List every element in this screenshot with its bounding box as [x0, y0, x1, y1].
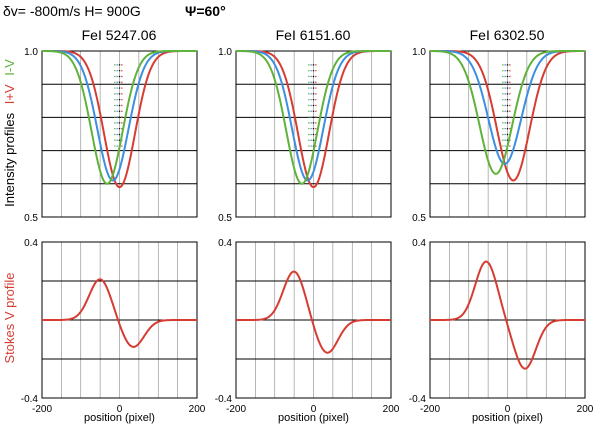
series-line-iminusv [42, 50, 197, 185]
stokes-ylabel: Stokes V profile [2, 272, 17, 363]
y-tick-label: -0.4 [21, 394, 39, 405]
y-tick-label: 0.4 [24, 238, 38, 249]
x-axis-label: position (pixel) [84, 412, 155, 424]
intensity-ylabel: Intensity profiles I+V I-V [2, 59, 17, 207]
stokes-panel-2: 0.4 -0.4-200 0 200 position (pixel) [215, 238, 400, 424]
x-tick-label: 200 [189, 404, 206, 415]
series-line-iminusv [429, 50, 585, 175]
intensity-ylabel-iplusv: I+V [2, 84, 17, 104]
y-tick-label: -0.4 [215, 394, 233, 405]
x-tick-label: 200 [383, 404, 400, 415]
stokes-panel-3: 0.4 -0.4-200 0 200 position (pixel) [409, 238, 594, 424]
intensity-panel-2: 1.0 0.5 [218, 47, 392, 224]
series-line-iminusv [236, 50, 391, 185]
header-params: δv= -800m/s H= 900G [3, 3, 141, 19]
x-tick-label: 0 [311, 404, 317, 415]
intensity-ylabel-main: Intensity profiles [2, 112, 17, 206]
y-tick-label: 0.4 [218, 238, 232, 249]
series-line-stokes-v [236, 270, 391, 354]
x-tick-label: -200 [226, 404, 246, 415]
y-tick-label: 1.0 [412, 47, 426, 58]
x-axis-label: position (pixel) [472, 412, 543, 424]
x-tick-label: 200 [577, 404, 594, 415]
intensity-3-frame [429, 50, 586, 218]
x-tick-label: 0 [117, 404, 123, 415]
intensity-panel-3: 1.0 0.5 [412, 47, 586, 224]
header-psi: Ψ=60° [185, 3, 226, 19]
series-line-stokes-v [430, 260, 585, 370]
y-tick-label: 1.0 [218, 47, 232, 58]
x-tick-label: -200 [32, 404, 52, 415]
y-tick-label: 1.0 [24, 47, 38, 58]
panel-title-2: FeI 6151.60 [276, 27, 351, 43]
y-tick-label: 0.5 [218, 213, 232, 224]
y-tick-label: 0.4 [412, 238, 426, 249]
stokes-panel-1: 0.4 -0.4-200 0 200 position (pixel) [21, 238, 206, 424]
y-tick-label: 0.5 [412, 213, 426, 224]
x-tick-label: 0 [505, 404, 511, 415]
y-tick-label: -0.4 [409, 394, 427, 405]
intensity-panel-1: 1.0 0.5 [24, 47, 198, 224]
x-axis-label: position (pixel) [278, 412, 349, 424]
series-line-stokes-v [42, 278, 197, 348]
intensity-1-frame [41, 50, 198, 218]
panel-title-1: FeI 5247.06 [82, 27, 157, 43]
x-tick-label: -200 [420, 404, 440, 415]
panel-title-3: FeI 6302.50 [470, 27, 545, 43]
intensity-2-frame [235, 50, 392, 218]
svg-text:Intensity profiles I+V: Intensity profiles I+V I-V [2, 59, 17, 207]
intensity-ylabel-iminusv: I-V [2, 59, 17, 76]
y-tick-label: 0.5 [24, 213, 38, 224]
